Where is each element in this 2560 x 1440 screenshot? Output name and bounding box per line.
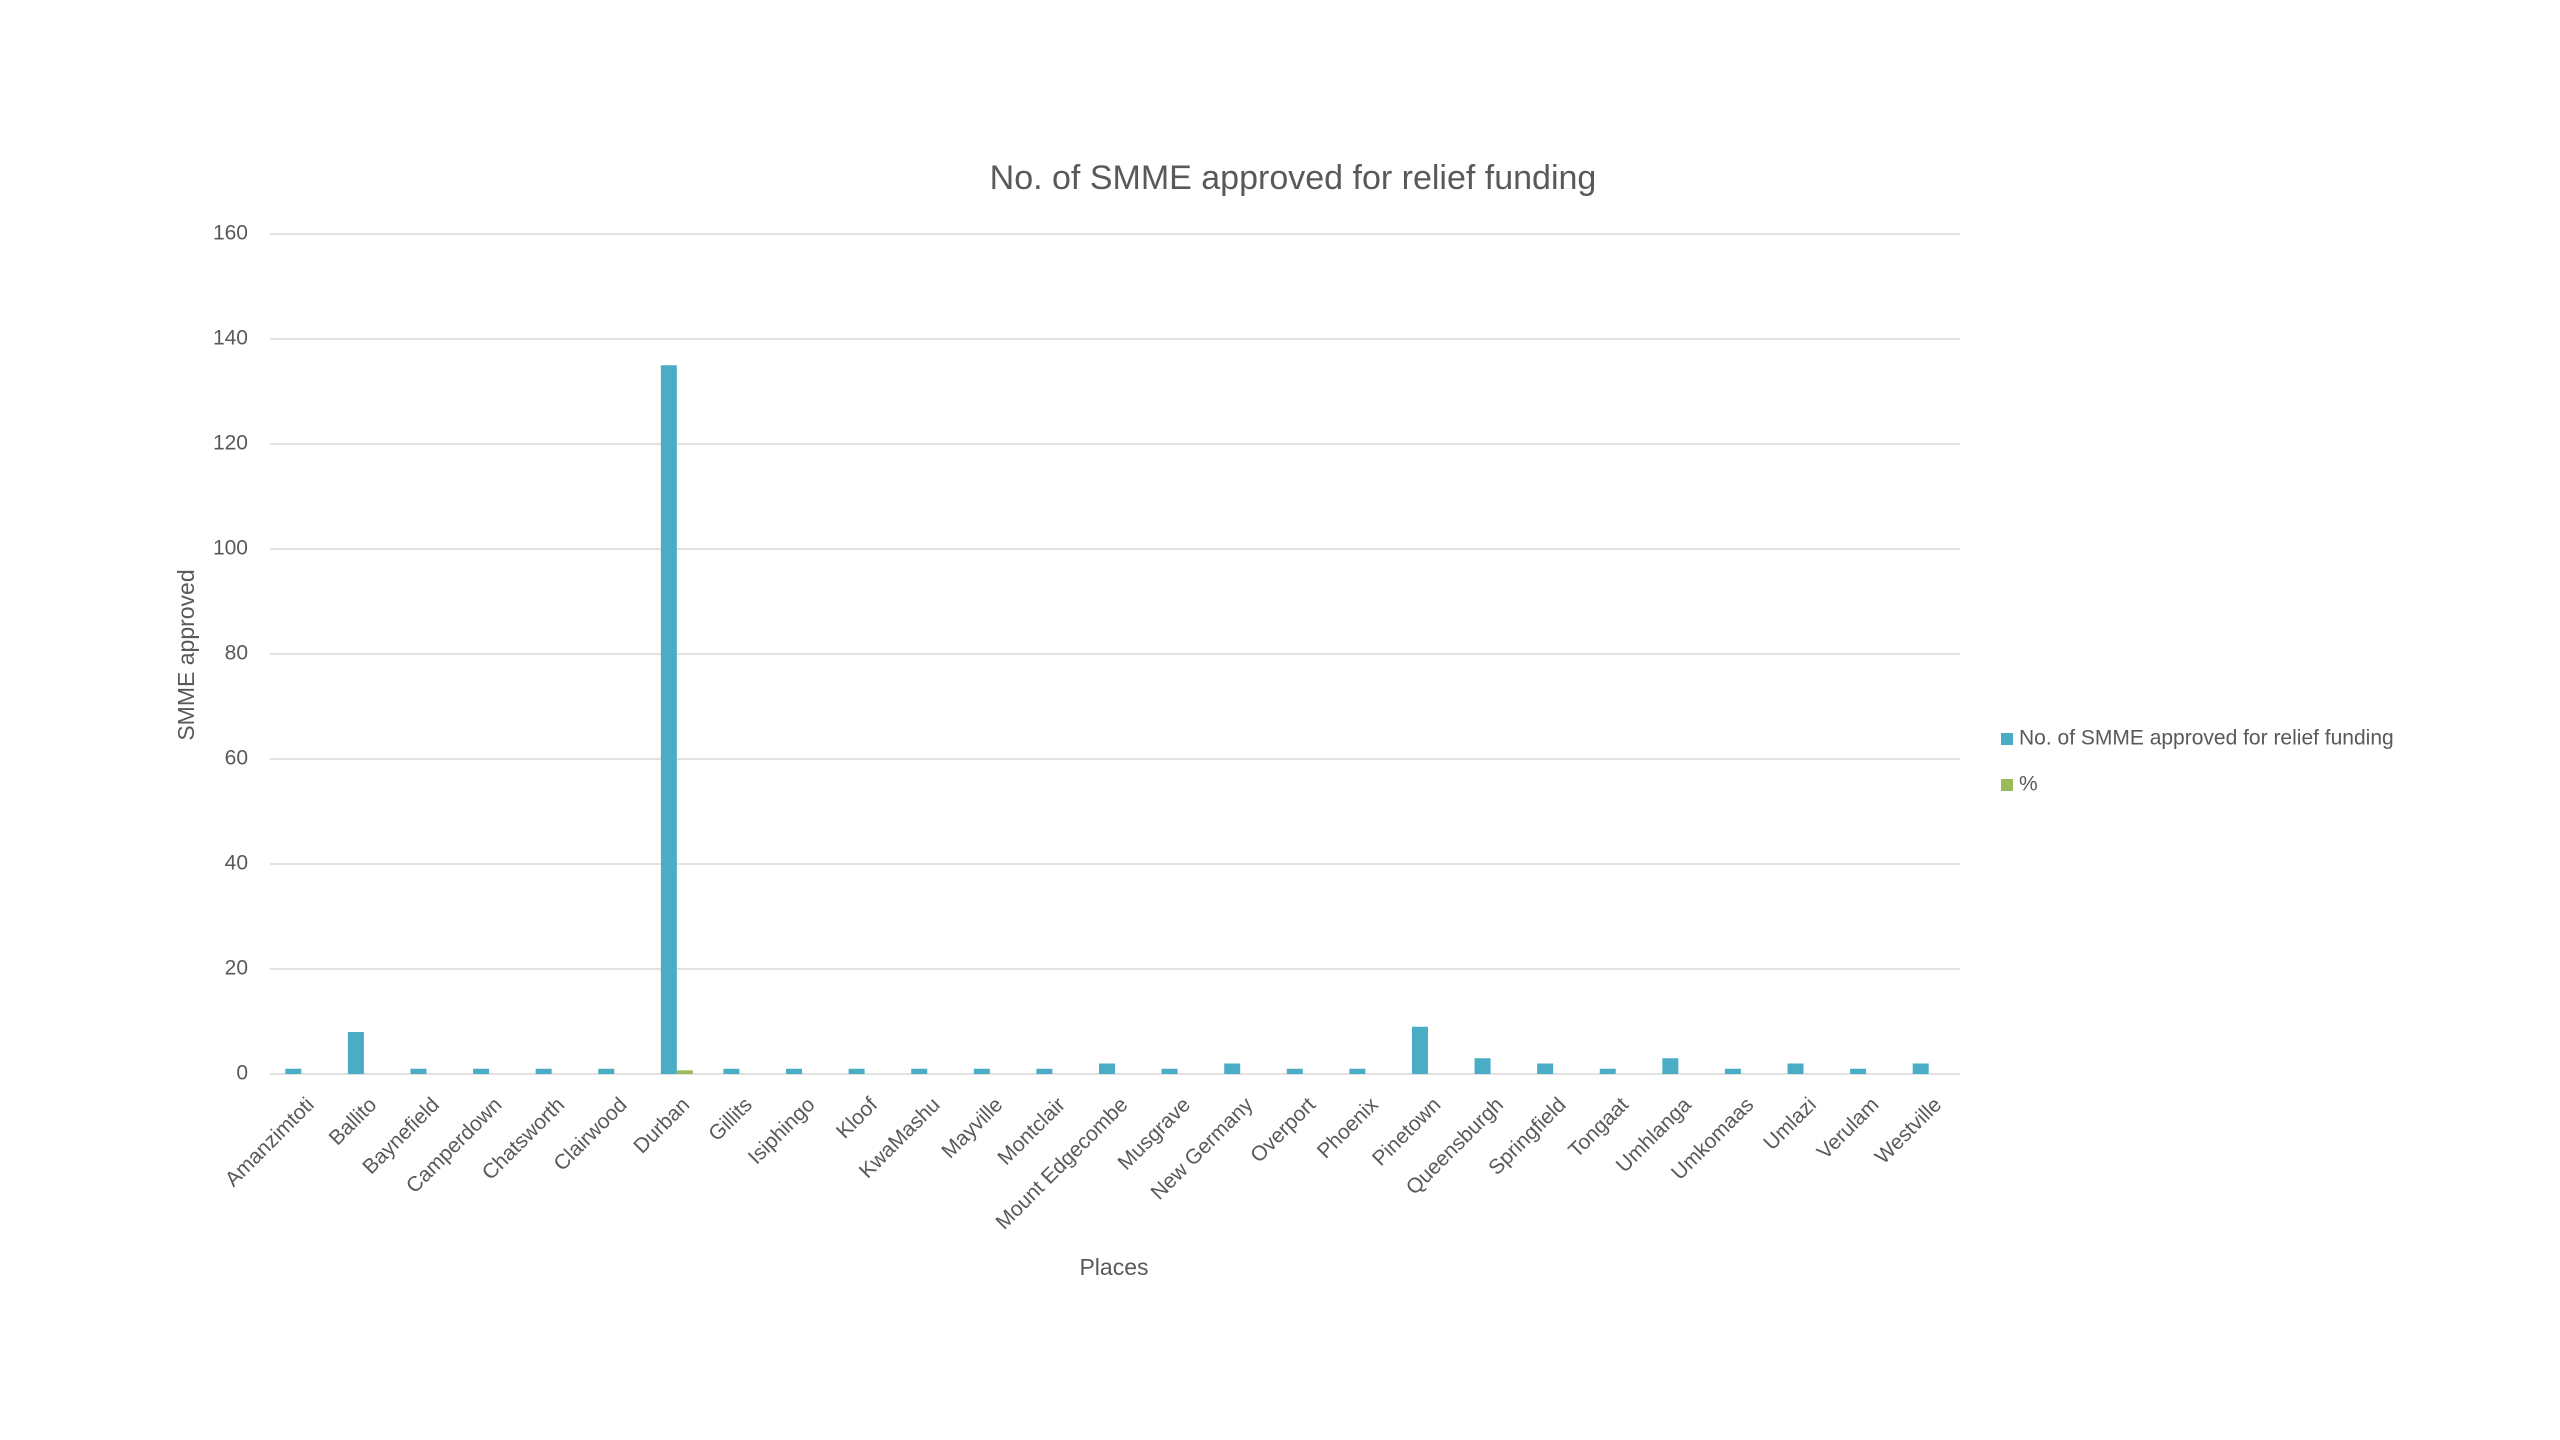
bar	[676, 1070, 693, 1074]
bar	[1349, 1068, 1366, 1074]
bar	[1474, 1058, 1491, 1074]
bar	[1411, 1026, 1428, 1074]
bar	[410, 1068, 427, 1074]
bar	[1099, 1063, 1115, 1074]
y-tick-label: 80	[225, 642, 248, 665]
y-tick-label: 60	[225, 747, 248, 770]
bar	[1912, 1063, 1929, 1074]
bar	[347, 1032, 364, 1074]
legend-swatch	[2001, 779, 2013, 791]
y-tick-label: 0	[236, 1062, 248, 1085]
y-tick-label: 100	[213, 537, 248, 560]
y-tick-label: 20	[225, 957, 248, 980]
bar	[1850, 1068, 1867, 1074]
bar	[1224, 1063, 1241, 1074]
bar	[911, 1068, 928, 1074]
bar	[723, 1068, 740, 1074]
bar	[285, 1068, 302, 1074]
legend-label: %	[2019, 773, 2038, 796]
legend-swatch	[2001, 733, 2013, 745]
bar	[973, 1068, 990, 1074]
x-axis-label: Places	[1079, 1254, 1148, 1280]
bar	[786, 1068, 803, 1074]
bar	[535, 1068, 552, 1074]
bar	[1036, 1068, 1053, 1074]
y-tick-label: 120	[213, 432, 248, 455]
y-tick-label: 140	[213, 327, 248, 350]
bar	[1662, 1058, 1679, 1074]
legend-label: No. of SMME approved for relief funding	[2019, 727, 2394, 750]
y-tick-label: 40	[225, 852, 248, 875]
bar	[660, 365, 677, 1074]
bar	[598, 1068, 615, 1074]
bar	[1724, 1068, 1741, 1074]
y-tick-label: 160	[213, 222, 248, 245]
bar	[1161, 1068, 1178, 1074]
bar	[473, 1068, 490, 1074]
bar	[1599, 1068, 1616, 1074]
bar	[1286, 1068, 1303, 1074]
bar	[1787, 1063, 1804, 1074]
bar	[848, 1068, 865, 1074]
chart-title: No. of SMME approved for relief funding	[990, 159, 1597, 197]
y-axis-label: SMME approved	[173, 569, 199, 740]
bar	[1537, 1063, 1554, 1074]
